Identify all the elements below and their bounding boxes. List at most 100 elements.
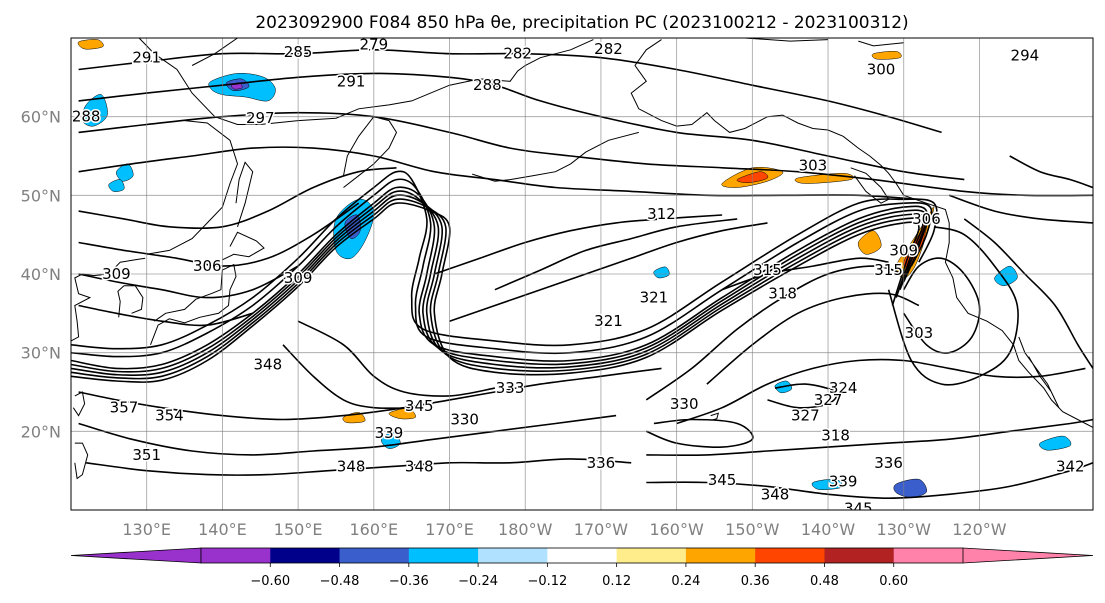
contour-label: 315 (753, 261, 782, 279)
contour-label: 315 (874, 261, 903, 279)
coastline (343, 116, 398, 188)
precip-shade-region (388, 408, 416, 420)
colorbar: −0.60 −0.48 −0.36 −0.24 −0.12 0.12 0.24 0.36 0.4… (70, 547, 1094, 589)
coastline (117, 285, 144, 318)
theta-e-contour-line (78, 304, 253, 327)
contour-label: 288 (72, 108, 101, 126)
colorbar-swatch (547, 548, 618, 563)
theta-e-contour-line (494, 218, 738, 291)
colorbar-over-extension (962, 547, 1094, 564)
contour-label: 336 (874, 454, 903, 472)
coastline (1018, 336, 1060, 408)
coastline (222, 231, 265, 261)
theta-e-contour-line (71, 170, 938, 350)
colorbar-swatch (755, 548, 825, 563)
colorbar-swatch (408, 548, 479, 563)
theta-e-contour-line (676, 358, 1086, 425)
lon-tick-label: 160°E (349, 520, 398, 539)
contour-label: 345 (708, 471, 737, 489)
theta-e-contour-line (78, 111, 1093, 197)
colorbar-tick-label: −0.36 (389, 574, 429, 589)
theta-e-contour-line (646, 462, 1093, 499)
theta-e-contour-line (85, 458, 632, 476)
lat-tick-label: 30°N (21, 344, 61, 363)
lon-tick-label: 160°W (649, 520, 704, 539)
contour-label: 282 (503, 45, 532, 63)
contour-label: 345 (844, 499, 873, 517)
contour-label: 291 (132, 49, 161, 67)
lon-tick-label: 170°E (425, 520, 474, 539)
colorbar-tick-label: −0.60 (250, 574, 290, 589)
colorbar-under-extension (70, 547, 202, 564)
colorbar-tick-label: 0.24 (671, 574, 700, 589)
lat-tick-label: 40°N (21, 265, 61, 284)
theta-e-contour-line (963, 218, 1093, 369)
contour-label: 306 (912, 210, 941, 228)
contour-label: 324 (829, 379, 858, 397)
contour-label: 309 (284, 269, 313, 287)
contour-label: 297 (246, 109, 275, 127)
lon-tick-label: 130°W (877, 520, 932, 539)
theta-e-contour-line (948, 194, 1093, 224)
lat-tick-label: 20°N (21, 422, 61, 441)
contour-label: 318 (821, 426, 850, 444)
contour-label: 309 (102, 265, 131, 283)
theta-e-contour-line (71, 194, 928, 376)
contour-label: 312 (647, 205, 676, 223)
lon-tick-label: 130°E (122, 520, 171, 539)
contour-label: 348 (761, 485, 790, 503)
lon-tick-label: 150°W (725, 520, 780, 539)
coastline (74, 442, 89, 480)
contour-label: 342 (1056, 458, 1085, 476)
colorbar-swatch (616, 548, 687, 563)
precip-shade-region (653, 266, 670, 279)
precip-shade-region (893, 478, 927, 498)
colorbar-tick-label: 0.48 (810, 574, 839, 589)
contour-label: 333 (496, 379, 525, 397)
contour-label: 309 (889, 241, 918, 259)
theta-e-contour-line (282, 344, 420, 410)
contour-label: 327 (791, 407, 820, 425)
colorbar-tick-label: 0.12 (602, 574, 631, 589)
theta-e-contour-line (721, 257, 889, 291)
lat-tick-label: 60°N (21, 108, 61, 127)
colorbar-tick-label: −0.12 (527, 574, 567, 589)
lon-tick-label: 150°E (274, 520, 323, 539)
precip-shade-region (81, 94, 108, 127)
theta-e-contour-line (646, 418, 1093, 457)
colorbar-tick-label: 0.36 (741, 574, 770, 589)
theta-e-contour-line (71, 202, 920, 383)
contour-label: 279 (359, 35, 388, 53)
lon-tick-label: 140°E (198, 520, 247, 539)
colorbar-outline (200, 547, 964, 564)
lon-tick-label: 120°W (952, 520, 1007, 539)
contour-label: 288 (473, 76, 502, 94)
colorbar-tick-label: −0.48 (320, 574, 360, 589)
lon-tick-label: 170°W (574, 520, 629, 539)
map-frame (70, 37, 1094, 511)
coastline (850, 167, 890, 204)
contour-label: 303 (799, 156, 828, 174)
contour-label: 300 (867, 60, 896, 78)
coastline (710, 412, 720, 421)
contour-label: 339 (375, 424, 404, 442)
contour-label: 282 (594, 40, 623, 58)
theta-e-contour-line (71, 190, 928, 373)
coastline (858, 40, 904, 47)
contour-label: 348 (337, 458, 366, 476)
colorbar-swatch (893, 548, 964, 563)
contour-label: 339 (829, 473, 858, 491)
precip-shade-region (857, 230, 882, 255)
contour-label: 330 (450, 411, 479, 429)
theta-e-contour-line (645, 265, 904, 401)
contour-label: 354 (155, 407, 184, 425)
contour-label: 318 (768, 285, 797, 303)
colorbar-tick-label: −0.24 (458, 574, 498, 589)
contour-label: 330 (670, 395, 699, 413)
theta-e-contour-line (1009, 155, 1093, 189)
contour-label: 303 (905, 324, 934, 342)
colorbar-swatch (270, 548, 341, 563)
contour-label: 357 (110, 399, 139, 417)
theta-e-contour-line (78, 167, 397, 230)
